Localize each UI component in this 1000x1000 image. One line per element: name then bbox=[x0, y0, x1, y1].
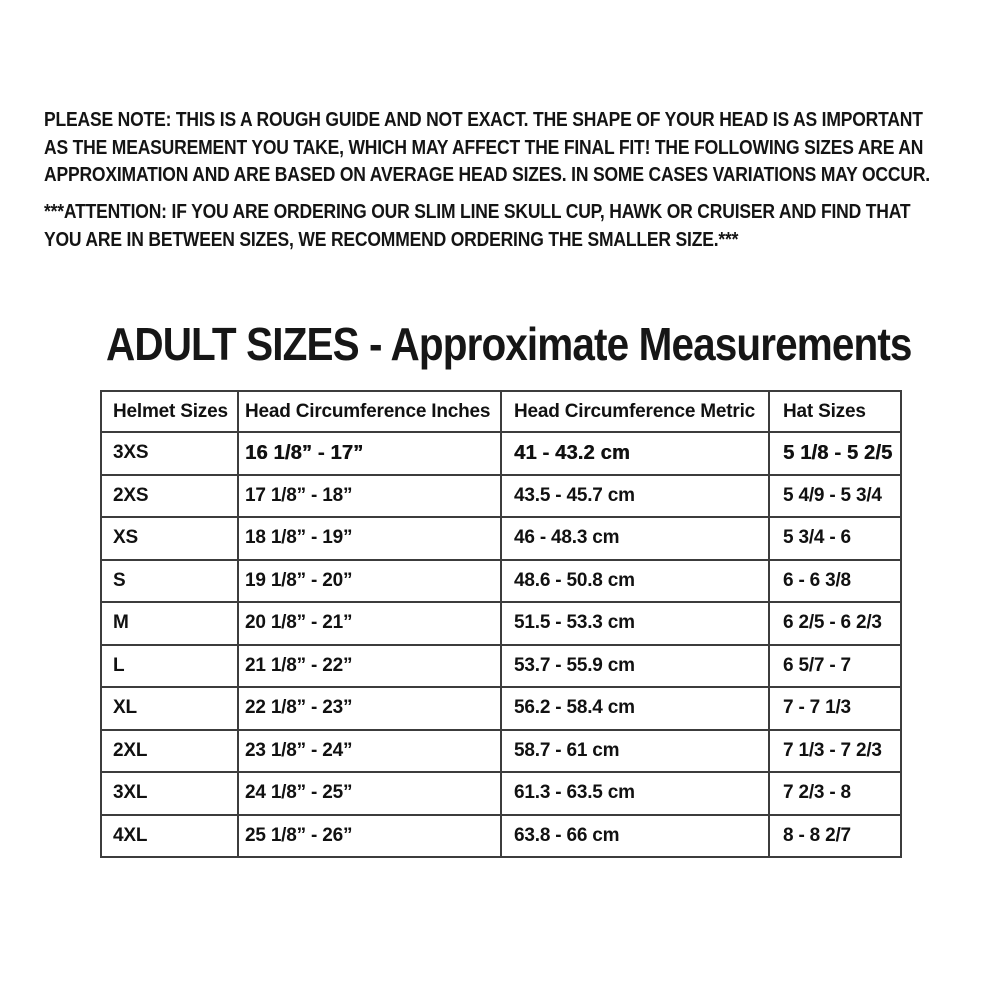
helmet-size-cell: L bbox=[100, 643, 239, 688]
metric-cell: 46 - 48.3 cm bbox=[500, 516, 770, 561]
hat-size-cell: 6 5/7 - 7 bbox=[768, 643, 902, 688]
hat-size-cell: 5 4/9 - 5 3/4 bbox=[768, 473, 902, 518]
helmet-size-cell: S bbox=[100, 558, 239, 603]
inches-cell: 16 1/8” - 17” bbox=[237, 431, 502, 476]
please-note-paragraph: PLEASE NOTE: THIS IS A ROUGH GUIDE AND N… bbox=[44, 107, 930, 190]
table-row: L 21 1/8” - 22” 53.7 - 55.9 cm 6 5/7 - 7 bbox=[100, 643, 902, 688]
column-header-inches: Head Circumference Inches bbox=[237, 390, 502, 433]
table-row: S 19 1/8” - 20” 48.6 - 50.8 cm 6 - 6 3/8 bbox=[100, 558, 902, 603]
attention-line: ***ATTENTION: IF YOU ARE ORDERING OUR SL… bbox=[44, 201, 911, 223]
metric-cell: 63.8 - 66 cm bbox=[500, 813, 770, 858]
metric-cell: 43.5 - 45.7 cm bbox=[500, 473, 770, 518]
hat-size-cell: 5 3/4 - 6 bbox=[768, 516, 902, 561]
hat-size-cell: 6 - 6 3/8 bbox=[768, 558, 902, 603]
helmet-size-cell: 3XS bbox=[100, 431, 239, 476]
inches-cell: 25 1/8” - 26” bbox=[237, 813, 502, 858]
helmet-size-cell: 2XL bbox=[100, 728, 239, 773]
inches-cell: 22 1/8” - 23” bbox=[237, 686, 502, 731]
please-note-line: APPROXIMATION AND ARE BASED ON AVERAGE H… bbox=[44, 164, 930, 186]
inches-cell: 20 1/8” - 21” bbox=[237, 601, 502, 646]
hat-size-cell: 8 - 8 2/7 bbox=[768, 813, 902, 858]
table-row: XS 18 1/8” - 19” 46 - 48.3 cm 5 3/4 - 6 bbox=[100, 516, 902, 561]
table-row: M 20 1/8” - 21” 51.5 - 53.3 cm 6 2/5 - 6… bbox=[100, 601, 902, 646]
hat-size-cell: 5 1/8 - 5 2/5 bbox=[768, 431, 902, 476]
attention-paragraph: ***ATTENTION: IF YOU ARE ORDERING OUR SL… bbox=[44, 199, 911, 254]
inches-cell: 23 1/8” - 24” bbox=[237, 728, 502, 773]
table-row: 4XL 25 1/8” - 26” 63.8 - 66 cm 8 - 8 2/7 bbox=[100, 813, 902, 858]
helmet-size-cell: XS bbox=[100, 516, 239, 561]
helmet-size-cell: 3XL bbox=[100, 771, 239, 816]
attention-line: YOU ARE IN BETWEEN SIZES, WE RECOMMEND O… bbox=[44, 228, 739, 251]
column-header-hat-sizes: Hat Sizes bbox=[768, 390, 902, 433]
helmet-size-cell: M bbox=[100, 601, 239, 646]
helmet-size-cell: 4XL bbox=[100, 813, 239, 858]
helmet-size-cell: 2XS bbox=[100, 473, 239, 518]
column-header-metric: Head Circumference Metric bbox=[500, 390, 770, 433]
metric-cell: 58.7 - 61 cm bbox=[500, 728, 770, 773]
table-row: 3XS 16 1/8” - 17” 41 - 43.2 cm 5 1/8 - 5… bbox=[100, 431, 902, 476]
table-header-row: Helmet Sizes Head Circumference Inches H… bbox=[100, 390, 902, 433]
metric-cell: 51.5 - 53.3 cm bbox=[500, 601, 770, 646]
table-row: 2XS 17 1/8” - 18” 43.5 - 45.7 cm 5 4/9 -… bbox=[100, 473, 902, 518]
inches-cell: 17 1/8” - 18” bbox=[237, 473, 502, 518]
page-title: ADULT SIZES - Approximate Measurements bbox=[106, 318, 912, 370]
please-note-line: AS THE MEASUREMENT YOU TAKE, WHICH MAY A… bbox=[44, 136, 924, 159]
column-header-helmet-sizes: Helmet Sizes bbox=[100, 390, 239, 433]
please-note-line: PLEASE NOTE: THIS IS A ROUGH GUIDE AND N… bbox=[44, 109, 923, 131]
hat-size-cell: 6 2/5 - 6 2/3 bbox=[768, 601, 902, 646]
size-table: Helmet Sizes Head Circumference Inches H… bbox=[100, 390, 902, 858]
table-row: 3XL 24 1/8” - 25” 61.3 - 63.5 cm 7 2/3 -… bbox=[100, 771, 902, 816]
inches-cell: 19 1/8” - 20” bbox=[237, 558, 502, 603]
metric-cell: 61.3 - 63.5 cm bbox=[500, 771, 770, 816]
hat-size-cell: 7 1/3 - 7 2/3 bbox=[768, 728, 902, 773]
metric-cell: 53.7 - 55.9 cm bbox=[500, 643, 770, 688]
helmet-size-cell: XL bbox=[100, 686, 239, 731]
metric-cell: 56.2 - 58.4 cm bbox=[500, 686, 770, 731]
table-row: XL 22 1/8” - 23” 56.2 - 58.4 cm 7 - 7 1/… bbox=[100, 686, 902, 731]
metric-cell: 48.6 - 50.8 cm bbox=[500, 558, 770, 603]
inches-cell: 24 1/8” - 25” bbox=[237, 771, 502, 816]
metric-cell: 41 - 43.2 cm bbox=[500, 431, 770, 476]
inches-cell: 18 1/8” - 19” bbox=[237, 516, 502, 561]
hat-size-cell: 7 - 7 1/3 bbox=[768, 686, 902, 731]
hat-size-cell: 7 2/3 - 8 bbox=[768, 771, 902, 816]
table-row: 2XL 23 1/8” - 24” 58.7 - 61 cm 7 1/3 - 7… bbox=[100, 728, 902, 773]
inches-cell: 21 1/8” - 22” bbox=[237, 643, 502, 688]
